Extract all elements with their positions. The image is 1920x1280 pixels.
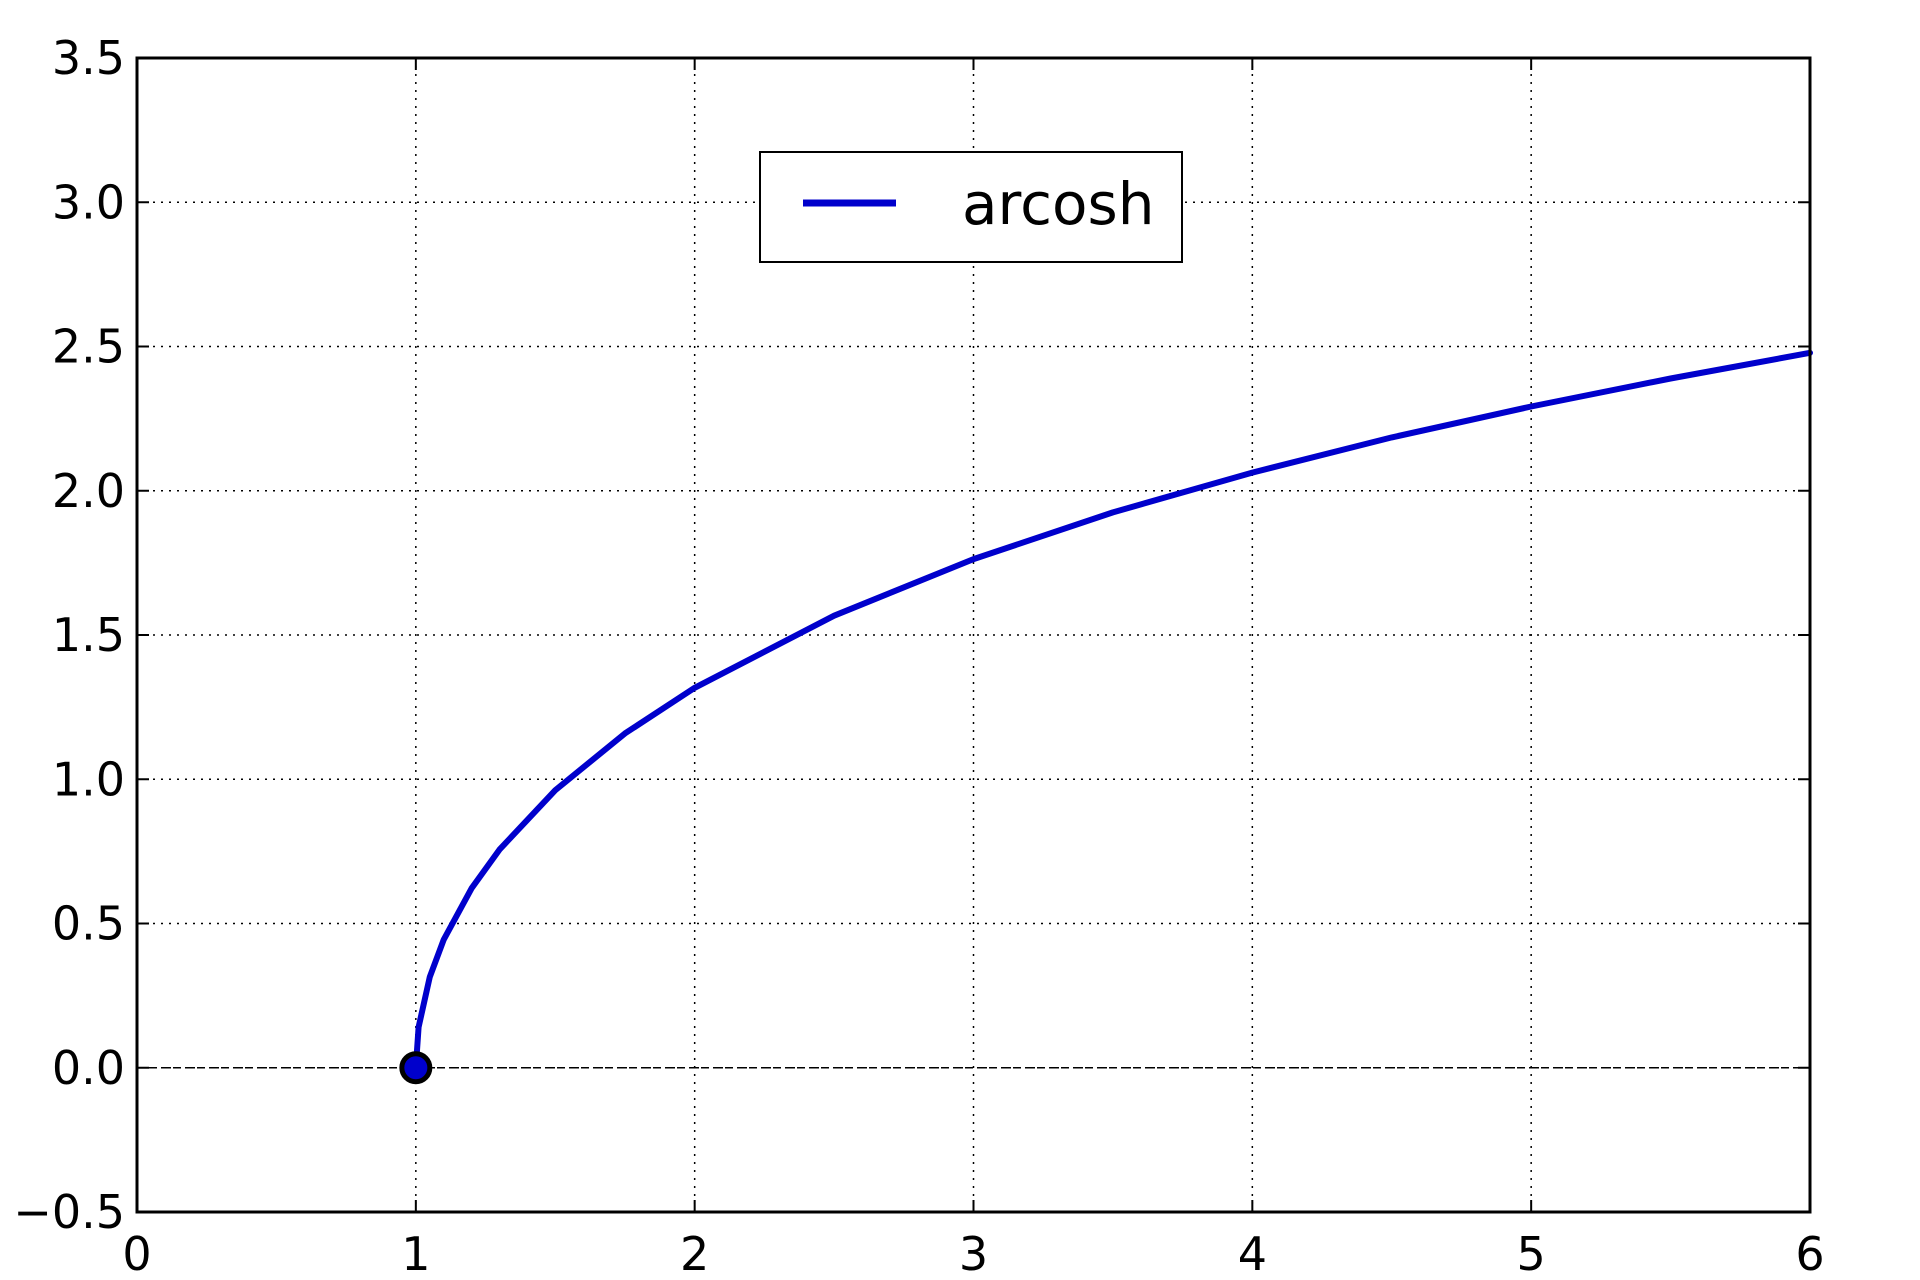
y-axis-tick-labels: −0.5 0.0 0.5 1.0 1.5 2.0 2.5 3.0 3.5 [13, 31, 125, 1239]
x-tick-label: 3 [959, 1227, 988, 1280]
marker-layer [399, 1051, 433, 1085]
y-tick-label: 2.0 [52, 464, 125, 518]
legend-box [759, 151, 1183, 263]
y-tick-label: 1.5 [52, 608, 125, 662]
x-tick-label: 5 [1517, 1227, 1546, 1280]
y-tick-label: 0.0 [52, 1041, 125, 1095]
series-line-arcosh [412, 349, 1813, 1071]
y-tick-label: 0.5 [52, 897, 125, 951]
x-tick-label: 2 [680, 1227, 709, 1280]
y-tick-label: 1.0 [52, 752, 125, 806]
x-tick-label: 1 [401, 1227, 430, 1280]
y-tick-label: −0.5 [13, 1185, 125, 1239]
legend: arcosh [759, 151, 1183, 263]
x-axis-tick-labels: 0 1 2 3 4 5 6 [122, 1227, 1824, 1280]
x-tick-label: 6 [1795, 1227, 1824, 1280]
y-tick-label: 3.5 [52, 31, 125, 85]
x-tick-label: 0 [122, 1227, 151, 1280]
legend-label-arcosh: arcosh [962, 170, 1154, 238]
y-tick-label: 3.0 [52, 175, 125, 229]
series-layer [412, 349, 1813, 1071]
x-tick-label: 4 [1238, 1227, 1267, 1280]
start-point-marker [399, 1051, 433, 1085]
y-tick-label: 2.5 [52, 320, 125, 374]
axis-ticks [136, 57, 1811, 1213]
